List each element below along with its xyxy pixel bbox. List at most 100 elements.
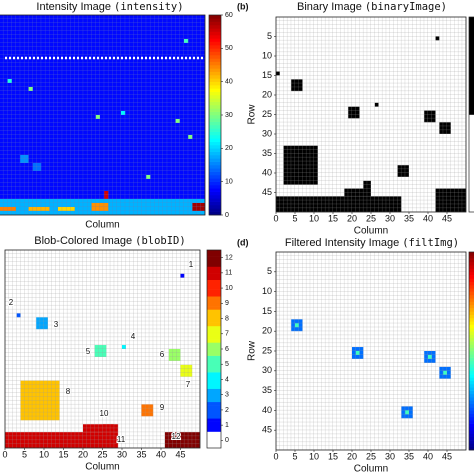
- colorbar-cell: [209, 161, 221, 166]
- colorbar-cell: [469, 127, 474, 132]
- y-tick-label: 35: [262, 148, 272, 158]
- colorbar-cell: [209, 98, 221, 102]
- colorbar-cell: [469, 294, 474, 299]
- colorbar-cell: [209, 45, 221, 49]
- y-tick-label: 40: [262, 167, 272, 177]
- x-tick-label: 0: [2, 449, 7, 459]
- colorbar-cell: [207, 441, 221, 445]
- colorbar-cell: [469, 23, 474, 28]
- colorbar-cell: [209, 151, 221, 156]
- colorbar-cell: [469, 291, 474, 296]
- blob-label: 4: [131, 332, 136, 341]
- colorbar-cell: [469, 390, 474, 395]
- colorbar-cell: [209, 175, 221, 179]
- colorbar-cell: [207, 372, 221, 376]
- colorbar-cell: [469, 400, 474, 405]
- x-tick-label: 25: [366, 213, 376, 223]
- colorbar-cell: [469, 166, 474, 171]
- colorbar-cell: [209, 168, 221, 172]
- colorbar-cell: [469, 275, 474, 279]
- colorbar-tick-label: 10: [225, 285, 233, 292]
- colorbar-cell: [469, 321, 474, 325]
- colorbar-cell: [209, 15, 221, 19]
- x-tick-label: 35: [404, 451, 414, 461]
- colorbar-cell: [469, 52, 474, 57]
- blob-label: 12: [172, 432, 181, 441]
- colorbar-cell: [469, 59, 474, 63]
- colorbar-cell: [209, 138, 221, 142]
- colorbar-cell: [207, 283, 221, 287]
- colorbar-cell: [207, 408, 221, 412]
- colorbar-cell: [469, 104, 474, 109]
- colorbar-frame: [468, 16, 474, 213]
- colorbar-cell: [207, 329, 221, 333]
- frame: [0, 14, 206, 216]
- cell-grid: [5, 250, 200, 448]
- colorbar-cell: [469, 324, 474, 329]
- colorbar-cell: [469, 43, 474, 47]
- colorbar-cell: [209, 121, 221, 126]
- colorbar-tick-label: 0: [225, 437, 229, 444]
- colorbar-cell: [209, 185, 221, 189]
- colorbar-cell: [469, 17, 474, 21]
- colorbar-cell: [209, 108, 221, 112]
- x-axis-label: Column: [85, 462, 119, 473]
- colorbar-cell: [469, 72, 474, 76]
- colorbar-tick-label: 50: [225, 45, 233, 52]
- colorbar-cell: [469, 308, 474, 312]
- y-tick-label: 45: [262, 425, 272, 435]
- colorbar-cell: [207, 263, 221, 267]
- colorbar-cell: [209, 35, 221, 39]
- colorbar-cell: [469, 304, 474, 309]
- colorbar-cell: [207, 428, 221, 432]
- colorbar-cell: [469, 417, 474, 421]
- colorbar-cell: [469, 20, 474, 24]
- title-code: (blobID): [135, 235, 186, 247]
- y-tick-label: 35: [262, 385, 272, 395]
- x-tick-label: 20: [78, 449, 88, 459]
- colorbar-tick-label: 3: [225, 392, 229, 399]
- colorbar-cell: [209, 61, 221, 66]
- colorbar-cell: [207, 296, 221, 300]
- colorbar-cell: [207, 401, 221, 406]
- title-text: Binary Image: [297, 1, 362, 13]
- colorbar-cell: [209, 111, 221, 116]
- colorbar-cell: [209, 158, 221, 162]
- colorbar-cell: [207, 335, 221, 340]
- colorbar-cell: [469, 258, 474, 263]
- colorbar-cell: [469, 252, 474, 256]
- colorbar-cell: [469, 163, 474, 167]
- y-tick-label: 40: [262, 405, 272, 415]
- colorbar-cell: [207, 299, 221, 304]
- panel-title: Intensity Image (intensity): [36, 1, 183, 13]
- colorbar-cell: [209, 188, 221, 192]
- colorbar-cell: [469, 281, 474, 286]
- x-tick-label: 30: [385, 213, 395, 223]
- colorbar-cell: [209, 208, 221, 212]
- y-tick-label: 25: [262, 109, 272, 119]
- colorbar-cell: [209, 65, 221, 69]
- y-axis-label: Row: [247, 104, 258, 125]
- colorbar-cell: [469, 301, 474, 306]
- colorbar-cell: [207, 411, 221, 416]
- colorbar-cell: [469, 160, 474, 164]
- colorbar-cell: [469, 271, 474, 276]
- blob-label: 2: [9, 298, 14, 307]
- colorbar-cell: [207, 395, 221, 399]
- colorbar-cell: [209, 71, 221, 76]
- colorbar-cell: [469, 195, 474, 200]
- colorbar-cell: [207, 368, 221, 373]
- x-tick-label: 40: [423, 213, 433, 223]
- colorbar-cell: [469, 413, 474, 418]
- colorbar-cell: [207, 345, 221, 350]
- colorbar-cell: [207, 269, 221, 274]
- blob-label: 11: [117, 435, 126, 444]
- colorbar-cell: [469, 153, 474, 158]
- colorbar-cell: [469, 49, 474, 54]
- cell-grid: [0, 15, 205, 215]
- y-tick-label: 30: [262, 128, 272, 138]
- colorbar-cell: [207, 405, 221, 409]
- colorbar-cell: [469, 189, 474, 193]
- colorbar-cell: [469, 173, 474, 177]
- colorbar-cell: [209, 118, 221, 122]
